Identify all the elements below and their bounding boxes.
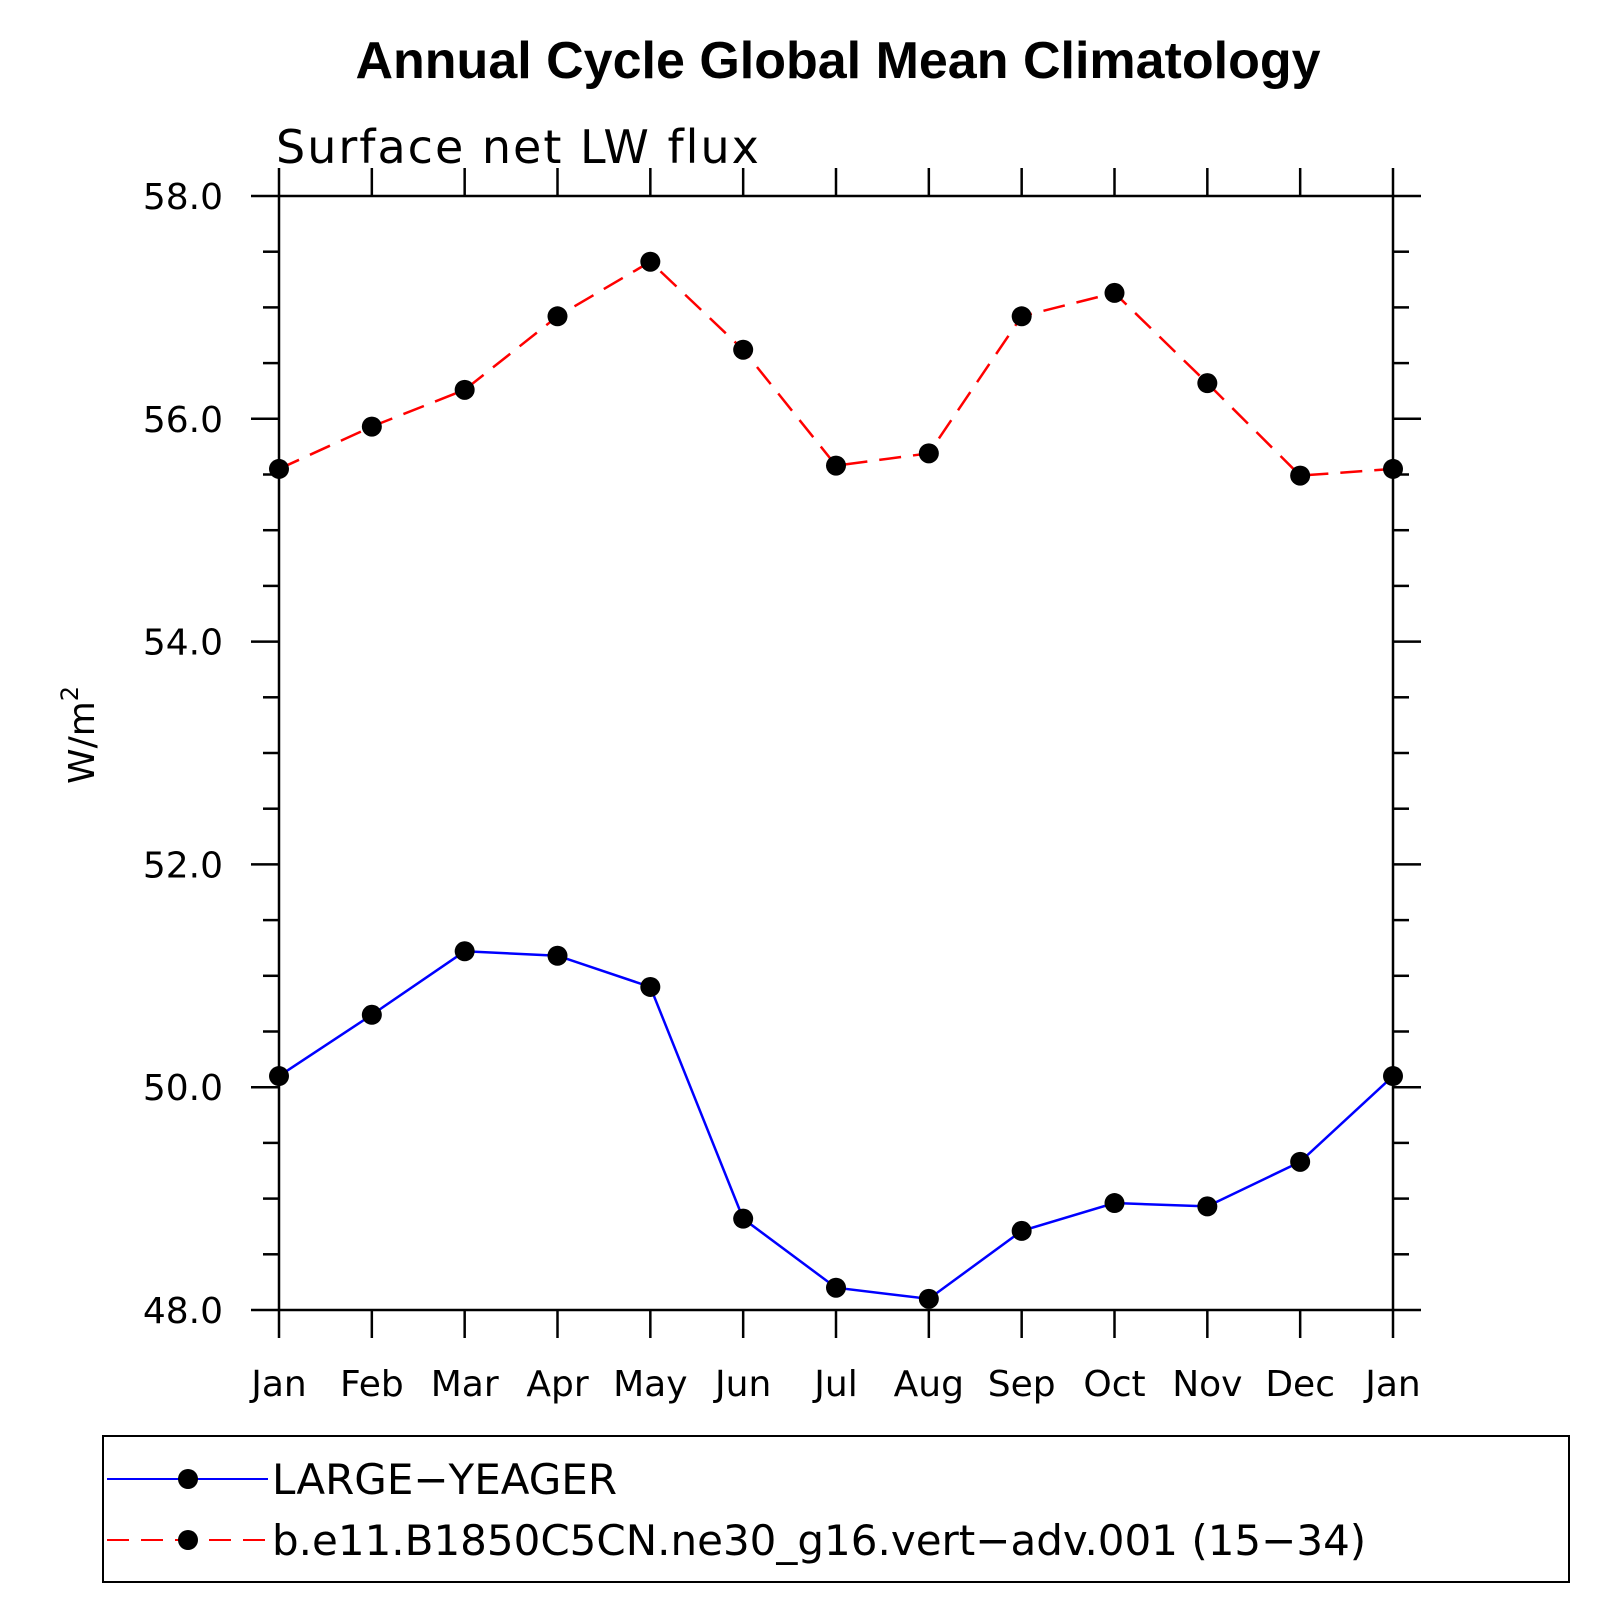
series-0-point — [1383, 1066, 1403, 1087]
series-1-point — [1197, 373, 1218, 394]
series-0-point — [1011, 1220, 1032, 1241]
x-tick-label: Aug — [894, 1364, 964, 1405]
legend-label-large-yeager: LARGE−YEAGER — [272, 1455, 617, 1504]
x-tick-label: Dec — [1265, 1364, 1335, 1405]
series-0-point — [454, 941, 475, 962]
series-1-point — [1290, 465, 1311, 486]
series-1-point — [269, 458, 289, 479]
y-axis-label-superscript: 2 — [56, 686, 84, 701]
series-0-point — [1104, 1193, 1125, 1214]
series-1-point — [1011, 306, 1032, 327]
legend: LARGE−YEAGER b.e11.B1850C5CN.ne30_g16.ve… — [102, 1435, 1570, 1583]
y-tick-label: 50.0 — [143, 1068, 223, 1109]
legend-marker-b-e11 — [178, 1530, 198, 1550]
x-tick-label: Jan — [249, 1364, 307, 1405]
x-tick-label: Sep — [988, 1364, 1056, 1405]
y-tick-labels: 48.0 50.0 52.0 54.0 56.0 58.0 — [143, 177, 223, 1332]
series-0-point — [547, 945, 568, 966]
series-1-point — [361, 416, 382, 437]
y-tick-label: 58.0 — [143, 177, 223, 218]
y-tick-label: 48.0 — [143, 1291, 223, 1332]
series-1-point — [918, 443, 939, 464]
y-tick-label: 56.0 — [143, 400, 223, 441]
legend-box — [102, 1435, 1570, 1583]
series-0-point — [361, 1004, 382, 1025]
series-0-point — [640, 976, 661, 997]
chart-title: Annual Cycle Global Mean Climatology — [355, 32, 1320, 90]
x-tick-label: Jul — [812, 1364, 857, 1405]
series-layer — [269, 251, 1403, 1309]
x-tick-label: Apr — [526, 1364, 588, 1405]
y-tick-label: 54.0 — [143, 623, 223, 664]
y-tick-label: 52.0 — [143, 845, 223, 886]
y-axis-label-base: W/m — [62, 701, 103, 784]
series-0-point — [733, 1208, 754, 1229]
series-1-point — [1104, 282, 1125, 303]
x-tick-label: Mar — [431, 1364, 499, 1405]
x-tick-label: May — [613, 1364, 687, 1405]
series-line-1 — [278, 260, 1394, 477]
series-1-point — [733, 339, 754, 360]
series-1-point — [826, 455, 846, 476]
x-tick-label: Jun — [713, 1364, 771, 1405]
x-tick-label: Oct — [1083, 1364, 1145, 1405]
legend-marker-large-yeager — [178, 1469, 198, 1489]
legend-label-b-e11: b.e11.B1850C5CN.ne30_g16.vert−adv.001 (1… — [272, 1516, 1366, 1565]
x-tick-label: Feb — [340, 1364, 404, 1405]
series-0-point — [1197, 1196, 1218, 1217]
x-tick-label: Jan — [1363, 1364, 1421, 1405]
axes — [251, 168, 1421, 1338]
x-tick-label: Nov — [1172, 1364, 1242, 1405]
plot-frame — [277, 194, 1395, 1312]
series-line-0 — [278, 950, 1394, 1301]
series-1-point — [454, 379, 475, 400]
series-0-point — [269, 1066, 289, 1087]
series-1-point — [1383, 458, 1403, 479]
series-0-point — [826, 1277, 846, 1298]
chart-subtitle: Surface net LW flux — [276, 120, 761, 174]
series-0-point — [1290, 1151, 1311, 1172]
y-axis-label: W/m2 — [56, 686, 103, 784]
series-1-point — [547, 306, 568, 327]
x-tick-labels: Jan Feb Mar Apr May Jun Jul Aug Sep Oct Nov Dec Jan — [249, 1364, 1421, 1405]
series-1-point — [640, 251, 661, 272]
series-0-point — [918, 1288, 939, 1309]
